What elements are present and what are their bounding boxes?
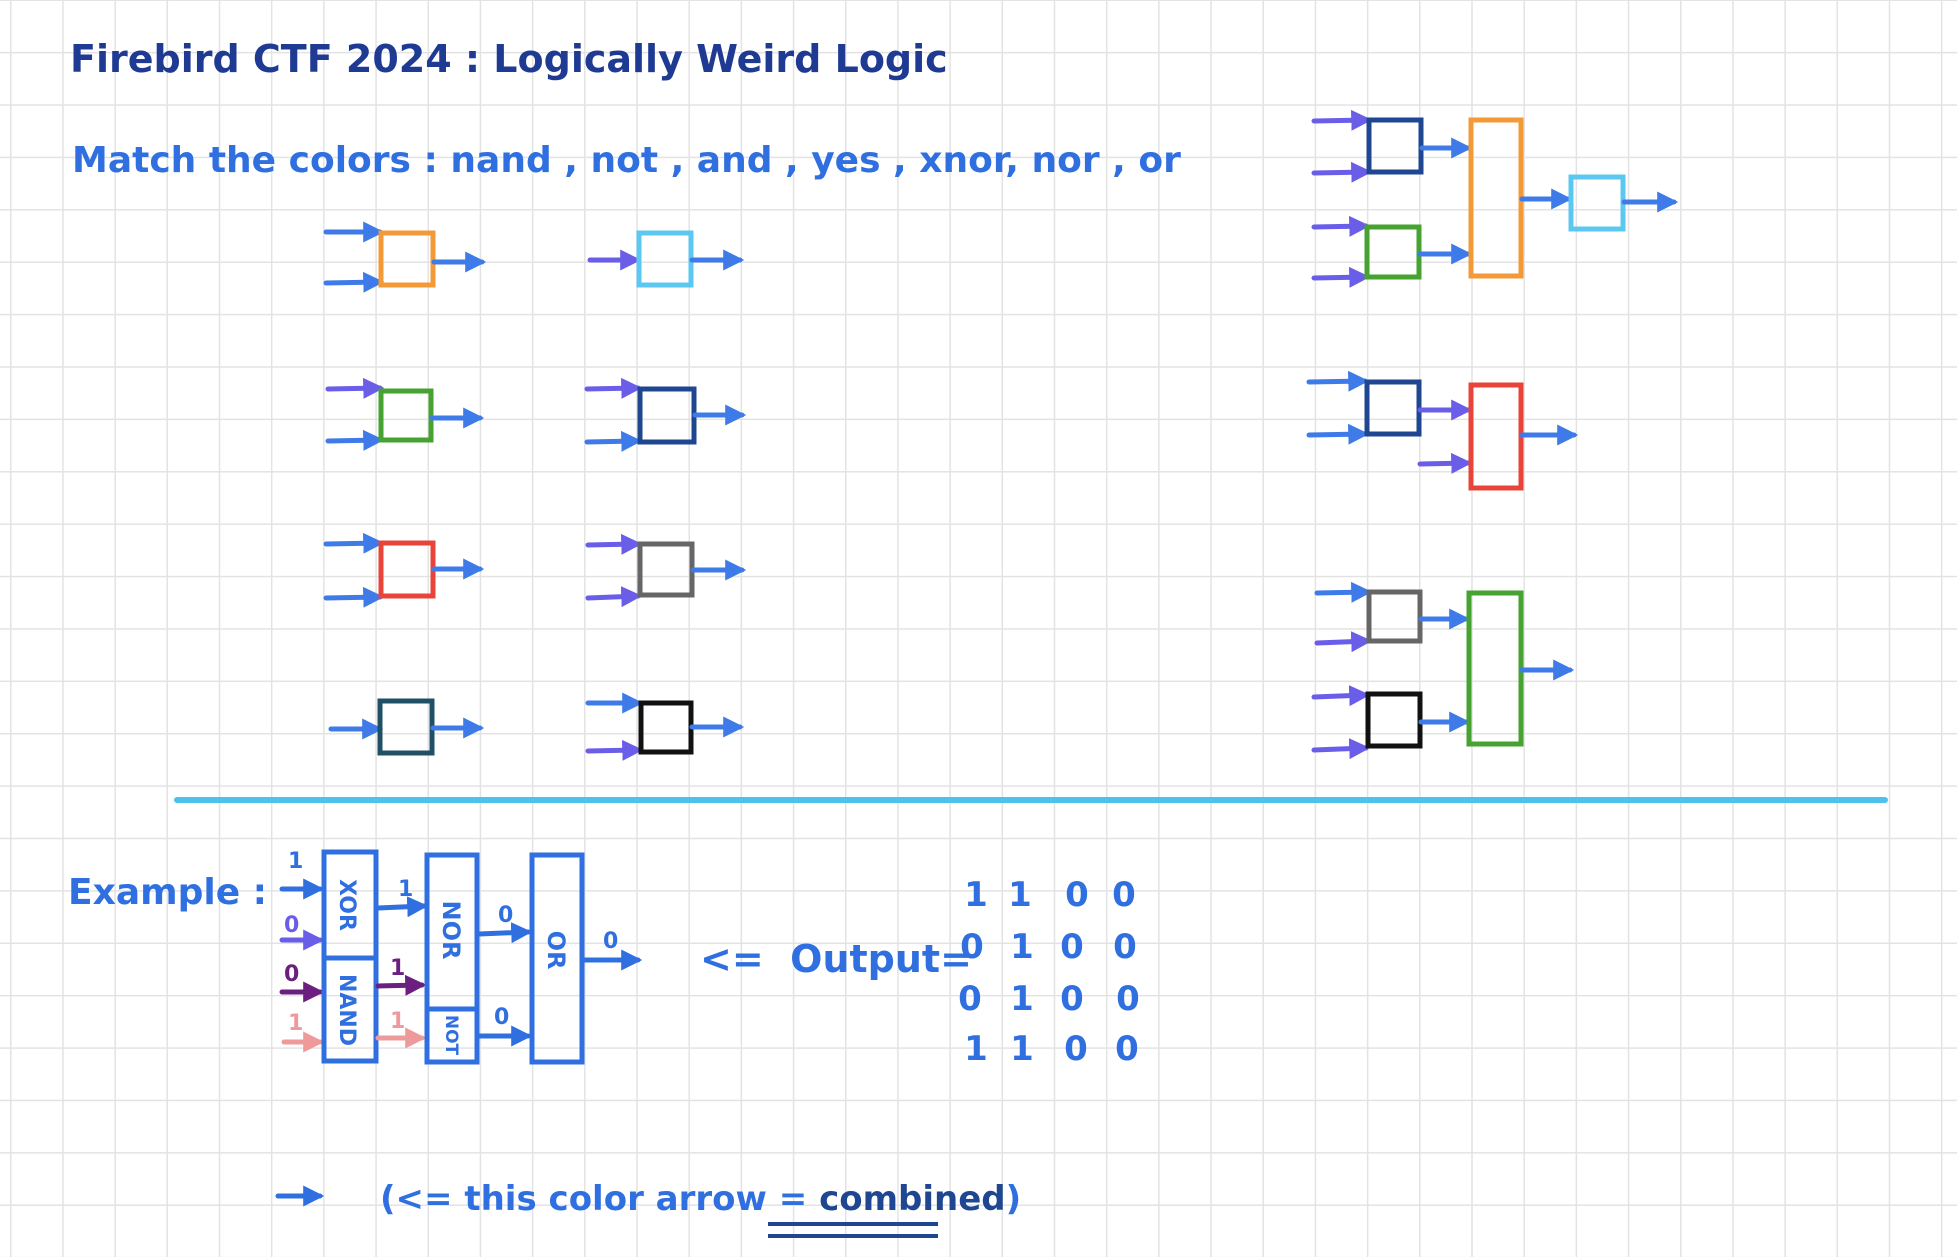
output-cell: 0	[1115, 1029, 1139, 1069]
output-cell: 1	[1010, 1029, 1034, 1069]
example-label: Example :	[68, 872, 267, 913]
input-arrow	[323, 532, 385, 554]
input-arrow	[325, 377, 385, 399]
gate-gray	[1366, 589, 1423, 644]
legend-emphasis: combined	[819, 1179, 1006, 1219]
wire-arrow	[375, 896, 429, 918]
page-title: Firebird CTF 2024 : Logically Weird Logi…	[70, 37, 948, 81]
input-arrow	[1417, 452, 1473, 474]
nor-output-value: 0	[498, 903, 513, 928]
gate-cyan	[636, 230, 694, 288]
legend-suffix: )	[1006, 1179, 1022, 1219]
not-output-value: 0	[494, 1005, 509, 1030]
example-input-value: 1	[288, 849, 303, 874]
output-cell: 0	[1113, 927, 1137, 967]
gate-nand	[321, 955, 379, 1064]
input-arrow	[1306, 370, 1370, 392]
gate-navy-group	[584, 377, 747, 452]
example-input-value: 1	[288, 1011, 303, 1036]
input-arrow	[585, 739, 644, 761]
input-arrow	[1314, 631, 1373, 653]
example-input-value: 0	[284, 913, 299, 938]
circuit-top	[1311, 109, 1679, 288]
input-arrow	[323, 271, 385, 293]
gate-red-group	[323, 532, 485, 608]
gate-red	[1468, 382, 1524, 491]
gate-green	[378, 388, 434, 443]
gate-green	[1364, 224, 1422, 280]
input-arrow	[1314, 581, 1373, 603]
gate-black	[1365, 691, 1423, 749]
output-cell: 0	[1060, 927, 1084, 967]
gate-teal-group	[328, 698, 485, 756]
input-arrow	[585, 533, 643, 555]
legend-text: (<= this color arrow = combined)	[380, 1179, 1021, 1219]
input-arrow	[1311, 738, 1371, 760]
input-arrow	[1311, 161, 1373, 183]
output-cell: 1	[964, 875, 988, 915]
gate-or-label: OR	[542, 931, 570, 970]
legend-prefix: (<= this color arrow =	[380, 1179, 819, 1219]
gate-cyan-group	[587, 230, 745, 288]
wire-arrow	[476, 922, 533, 944]
gate-navy	[1366, 117, 1424, 175]
gate-orange	[1468, 117, 1524, 279]
input-arrow	[323, 586, 385, 608]
input-arrow	[1311, 215, 1371, 237]
gate-cyan	[1568, 174, 1626, 232]
gate-green	[1466, 590, 1524, 747]
output-label: <= Output=	[700, 937, 972, 981]
gate-navy	[637, 386, 697, 445]
input-arrow	[584, 430, 643, 452]
input-arrow	[1311, 266, 1371, 288]
instruction-text: Match the colors : nand , not , and , ye…	[72, 140, 1181, 181]
output-cell: 0	[960, 927, 984, 967]
output-cell: 0	[958, 979, 982, 1019]
input-arrow	[1311, 685, 1371, 707]
output-cell: 1	[964, 1029, 988, 1069]
example-input-value: 0	[284, 962, 299, 987]
input-arrow	[1311, 109, 1373, 131]
circuit-bottom	[1311, 581, 1575, 760]
input-arrow	[325, 429, 385, 451]
output-cell: 1	[1008, 875, 1032, 915]
gate-black-group	[585, 692, 745, 761]
input-arrow	[585, 586, 643, 608]
gate-gray-group	[585, 533, 747, 608]
output-cell: 0	[1116, 979, 1140, 1019]
gate-navy	[1364, 379, 1422, 437]
output-table: 1 1 0 0 0 1 0 0 0 1 0 0 1 1 0 0	[958, 875, 1140, 1069]
mid-value: 1	[390, 1009, 405, 1034]
gate-xor-label: XOR	[334, 879, 359, 931]
output-cell: 1	[1010, 979, 1034, 1019]
output-cell: 0	[1065, 875, 1089, 915]
gate-nor-label: NOR	[437, 901, 465, 960]
output-cell: 1	[1010, 927, 1034, 967]
example-circuit: 1 0 0 1 XOR NAND 1 1 1 NOR NOT 0 0 OR	[279, 849, 643, 1065]
gate-teal	[377, 698, 435, 756]
gate-green-group	[325, 377, 485, 451]
gate-orange	[378, 230, 436, 288]
or-output-value: 0	[603, 929, 618, 954]
circuit-middle	[1306, 370, 1579, 491]
gate-nand-label: NAND	[334, 974, 359, 1046]
input-arrow	[1306, 423, 1370, 445]
gate-not-label: NOT	[441, 1015, 461, 1056]
mid-value: 1	[390, 956, 405, 981]
wire-arrow	[375, 974, 427, 996]
gate-orange-group	[323, 221, 487, 293]
input-arrow	[584, 377, 643, 399]
gate-gray	[637, 541, 695, 598]
mid-value: 1	[398, 877, 413, 902]
output-cell: 0	[1064, 1029, 1088, 1069]
gate-black	[638, 700, 694, 755]
output-cell: 0	[1112, 875, 1136, 915]
gate-red	[378, 540, 436, 599]
output-cell: 0	[1060, 979, 1084, 1019]
